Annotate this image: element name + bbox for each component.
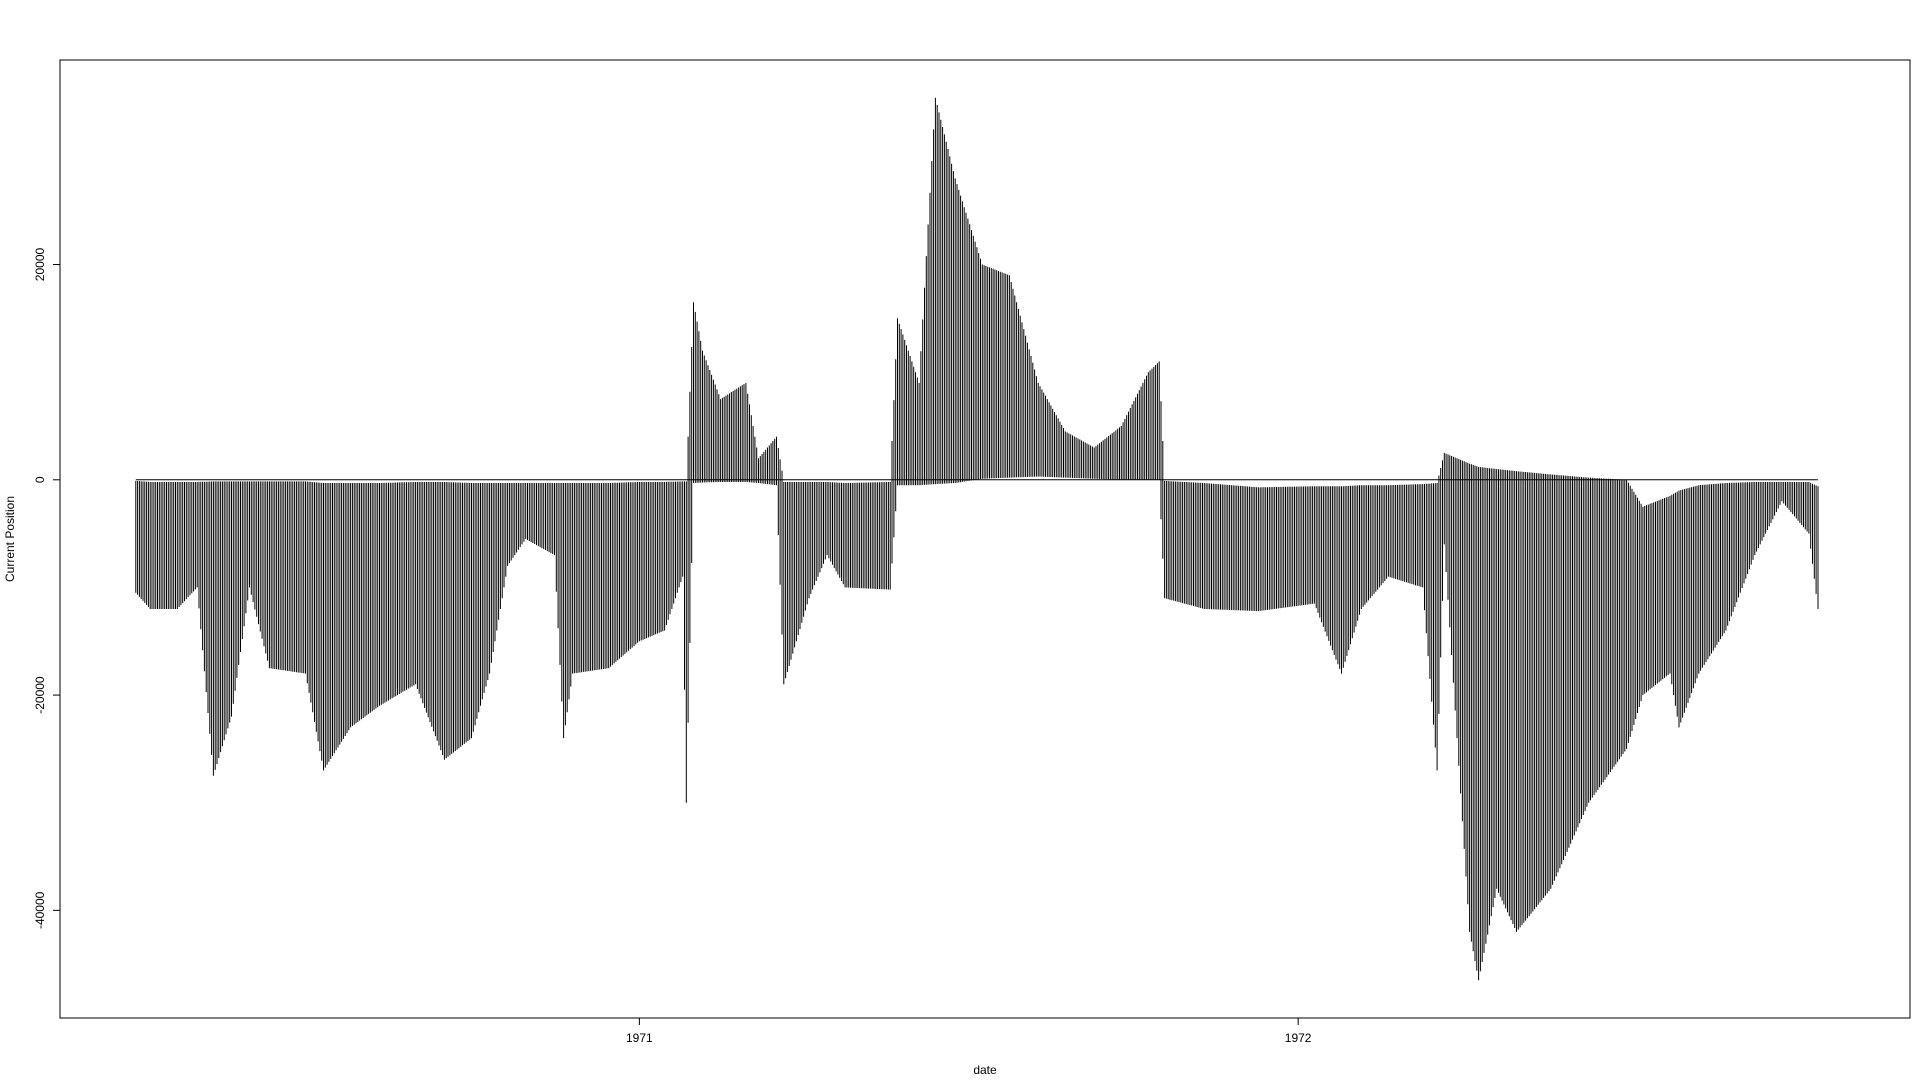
position-bars bbox=[135, 97, 1819, 981]
y-tick-label: 0 bbox=[33, 476, 47, 483]
y-axis-label: Current Position bbox=[3, 496, 17, 582]
y-tick-label: -20000 bbox=[33, 676, 47, 714]
y-tick-label: -40000 bbox=[33, 891, 47, 929]
y-tick-label: 20000 bbox=[33, 248, 47, 282]
x-axis-label: date bbox=[973, 1063, 997, 1077]
plot-frame bbox=[59, 59, 1911, 1019]
y-axis: -40000 -20000 0 20000 bbox=[33, 248, 60, 929]
x-tick-label: 1972 bbox=[1285, 1031, 1312, 1045]
x-axis: 1971 1972 bbox=[626, 1018, 1312, 1045]
x-tick-label: 1971 bbox=[626, 1031, 653, 1045]
